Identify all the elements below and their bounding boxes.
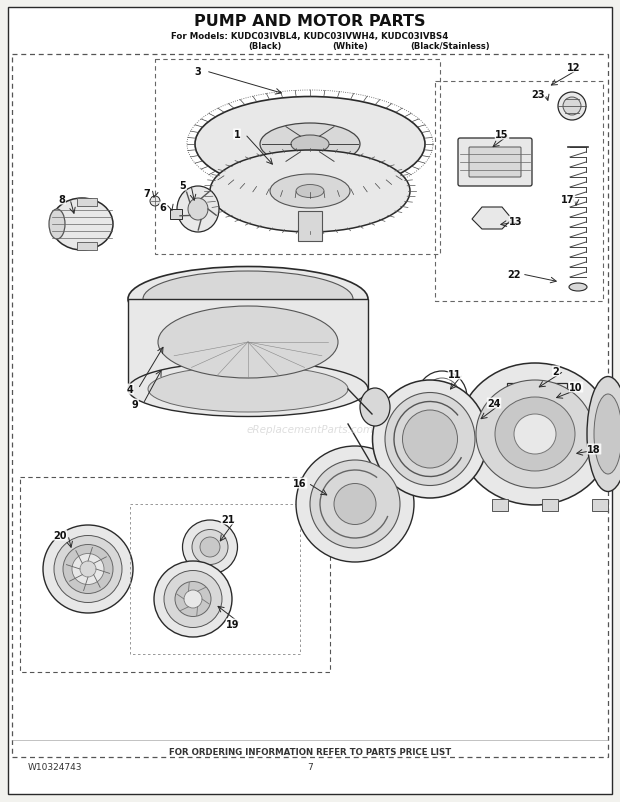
Text: (White): (White) [332, 43, 368, 51]
Ellipse shape [192, 530, 228, 565]
Text: W10324743: W10324743 [28, 763, 82, 772]
Ellipse shape [54, 536, 122, 603]
Text: 17: 17 [561, 195, 575, 205]
Text: 3: 3 [195, 67, 202, 77]
Bar [20, 477, 330, 672]
Text: 8: 8 [58, 195, 66, 205]
Ellipse shape [446, 423, 460, 436]
Text: 16: 16 [293, 479, 307, 488]
Bar [492, 500, 508, 512]
Bar [77, 199, 97, 207]
Ellipse shape [128, 267, 368, 332]
Ellipse shape [514, 415, 556, 455]
Ellipse shape [569, 284, 587, 292]
Ellipse shape [63, 545, 113, 593]
Bar [515, 391, 543, 407]
Ellipse shape [128, 362, 368, 417]
Bar [128, 300, 368, 390]
Ellipse shape [80, 561, 96, 577]
Ellipse shape [184, 590, 202, 608]
Text: 10: 10 [569, 383, 583, 392]
Ellipse shape [43, 525, 133, 614]
Ellipse shape [158, 306, 338, 379]
Text: 7: 7 [307, 763, 313, 772]
Ellipse shape [594, 395, 620, 475]
Ellipse shape [296, 185, 324, 198]
Bar [77, 243, 97, 251]
Bar [298, 212, 322, 241]
Text: 13: 13 [509, 217, 523, 227]
Text: 20: 20 [53, 530, 67, 541]
Ellipse shape [260, 124, 360, 166]
Ellipse shape [182, 520, 237, 574]
Bar [155, 60, 440, 255]
Ellipse shape [148, 367, 348, 412]
Ellipse shape [563, 98, 581, 115]
Text: 19: 19 [226, 619, 240, 630]
Ellipse shape [51, 199, 113, 251]
Ellipse shape [385, 393, 475, 486]
Text: 15: 15 [495, 130, 509, 140]
Text: 22: 22 [507, 269, 521, 280]
Text: eReplacementParts.com: eReplacementParts.com [246, 424, 374, 435]
Text: 9: 9 [131, 399, 138, 410]
Text: (Black/Stainless): (Black/Stainless) [410, 43, 490, 51]
Ellipse shape [476, 380, 594, 488]
Text: 24: 24 [487, 399, 501, 408]
Text: 11: 11 [448, 370, 462, 379]
Ellipse shape [210, 151, 410, 233]
Text: 1: 1 [234, 130, 241, 140]
Text: FOR ORDERING INFORMATION REFER TO PARTS PRICE LIST: FOR ORDERING INFORMATION REFER TO PARTS … [169, 747, 451, 756]
Ellipse shape [310, 460, 400, 549]
Ellipse shape [200, 537, 220, 557]
Ellipse shape [449, 426, 457, 433]
Ellipse shape [154, 561, 232, 638]
FancyBboxPatch shape [507, 383, 567, 418]
Ellipse shape [150, 196, 160, 207]
Ellipse shape [291, 136, 329, 154]
Bar [592, 500, 608, 512]
Text: 12: 12 [567, 63, 581, 73]
Ellipse shape [495, 398, 575, 472]
Ellipse shape [72, 554, 104, 585]
Ellipse shape [296, 447, 414, 562]
Ellipse shape [558, 93, 586, 121]
Text: PUMP AND MOTOR PARTS: PUMP AND MOTOR PARTS [194, 14, 426, 30]
Text: 7: 7 [144, 188, 151, 199]
FancyBboxPatch shape [469, 148, 521, 178]
Ellipse shape [373, 380, 487, 498]
Ellipse shape [467, 415, 477, 424]
Text: 18: 18 [587, 444, 601, 455]
Text: 5: 5 [180, 180, 187, 191]
Text: 6: 6 [159, 203, 166, 213]
Text: 23: 23 [531, 90, 545, 100]
Ellipse shape [458, 363, 613, 505]
Ellipse shape [143, 272, 353, 327]
Text: 4: 4 [126, 384, 133, 395]
Polygon shape [472, 208, 512, 229]
Text: 2: 2 [552, 367, 559, 376]
Ellipse shape [175, 581, 211, 617]
Ellipse shape [587, 377, 620, 492]
Bar [170, 210, 182, 220]
FancyBboxPatch shape [458, 139, 532, 187]
Text: (Black): (Black) [249, 43, 281, 51]
Bar [12, 55, 608, 757]
Ellipse shape [177, 187, 219, 233]
Bar [130, 504, 300, 654]
Ellipse shape [195, 97, 425, 192]
Text: 21: 21 [221, 514, 235, 525]
Ellipse shape [360, 388, 390, 427]
Ellipse shape [164, 571, 222, 628]
Bar [542, 500, 558, 512]
Ellipse shape [49, 210, 65, 240]
Text: 14: 14 [430, 415, 444, 424]
Ellipse shape [334, 484, 376, 525]
Bar [435, 82, 603, 302]
Ellipse shape [270, 175, 350, 209]
Ellipse shape [402, 411, 458, 468]
Ellipse shape [188, 199, 208, 221]
Text: For Models: KUDC03IVBL4, KUDC03IVWH4, KUDC03IVBS4: For Models: KUDC03IVBL4, KUDC03IVWH4, KU… [171, 31, 449, 40]
